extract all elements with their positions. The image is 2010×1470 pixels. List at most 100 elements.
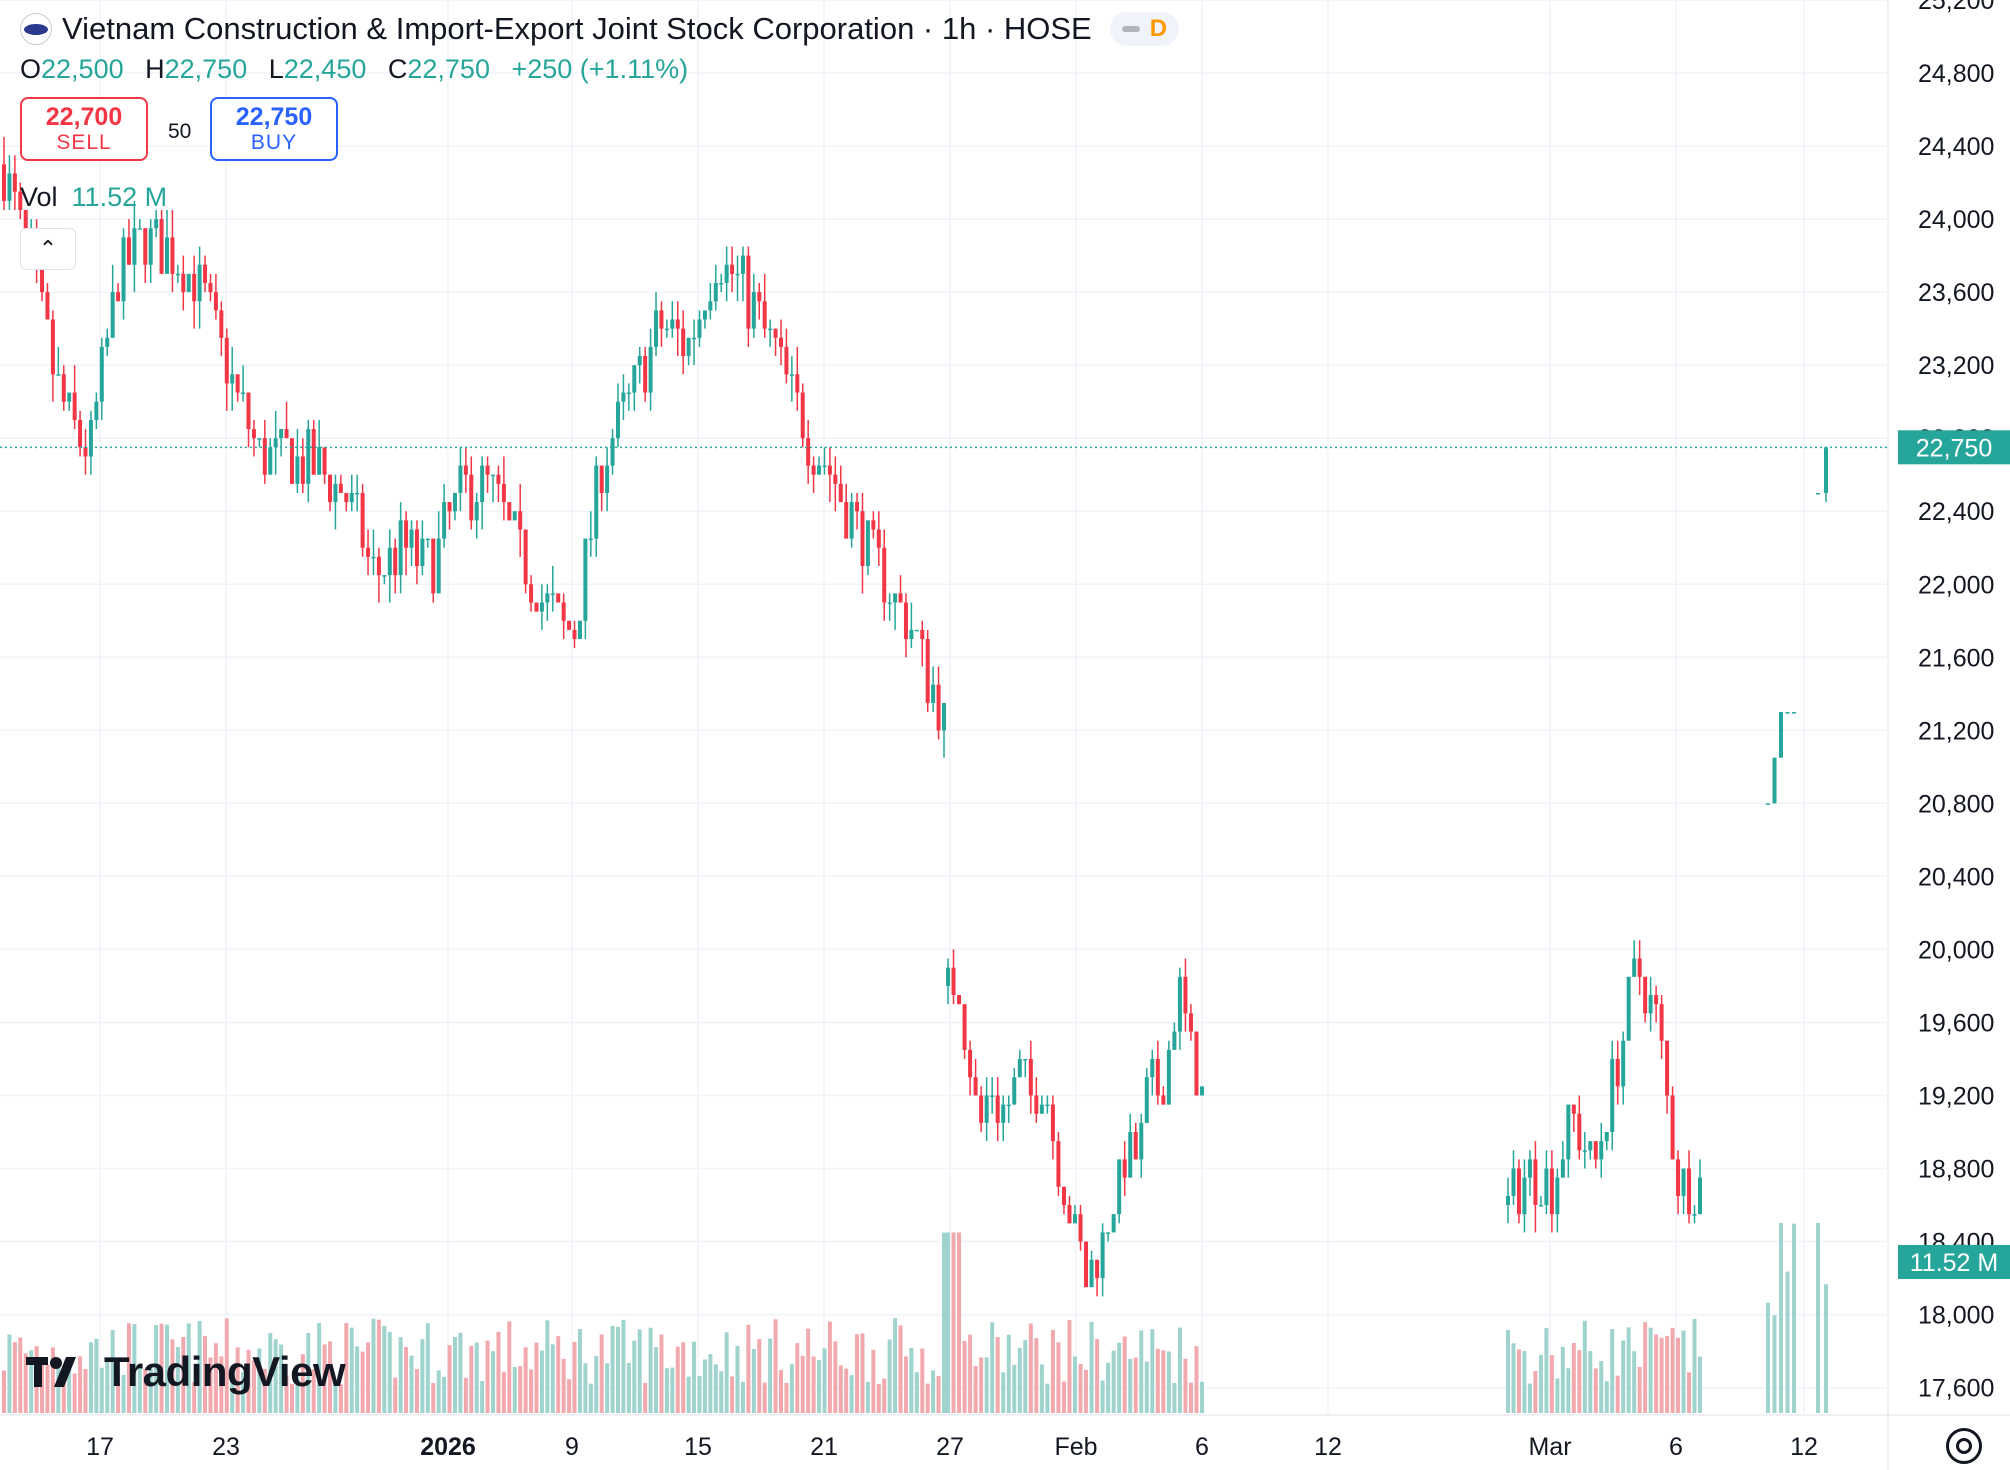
- volume-bar: [643, 1382, 648, 1413]
- volume-bar: [1533, 1371, 1538, 1413]
- candle-body: [116, 292, 121, 302]
- candle-body: [860, 511, 865, 566]
- price-tick-label: 22,000: [1918, 571, 1994, 599]
- volume-bar: [88, 1342, 93, 1413]
- candle-body: [572, 629, 577, 640]
- candle-body: [366, 547, 371, 557]
- time-tick-label: 12: [1790, 1433, 1818, 1461]
- candle-body: [1111, 1214, 1116, 1233]
- price-tick-label: 25,200: [1918, 0, 1994, 15]
- volume-bar: [170, 1339, 175, 1413]
- candle-body: [1166, 1049, 1171, 1105]
- price-tick-label: 21,600: [1918, 644, 1994, 672]
- volume-bar: [588, 1383, 593, 1413]
- volume-bar: [556, 1336, 561, 1413]
- symbol-title[interactable]: Vietnam Construction & Import-Export Joi…: [62, 11, 1092, 46]
- volume-bar: [735, 1345, 740, 1413]
- volume-bar: [425, 1323, 430, 1413]
- volume-bar: [817, 1359, 822, 1413]
- volume-value: 11.52 M: [71, 182, 168, 212]
- volume-bar: [1766, 1302, 1770, 1413]
- chevron-up-icon[interactable]: ⌃: [20, 228, 76, 270]
- volume-bar: [1139, 1330, 1144, 1413]
- volume-bar: [1034, 1338, 1039, 1413]
- candle-body: [1779, 712, 1783, 758]
- candle-body: [208, 283, 213, 293]
- candle-body: [990, 1095, 995, 1097]
- candle-body: [186, 273, 191, 293]
- volume-bar: [962, 1340, 967, 1413]
- volume-bar: [501, 1371, 506, 1413]
- candle-body: [637, 356, 642, 366]
- volume-bar: [860, 1333, 865, 1413]
- volume-bar: [1144, 1361, 1149, 1413]
- volume-bar: [349, 1327, 354, 1413]
- candle-body: [376, 556, 381, 576]
- last-volume-tag: 11.52 M: [1910, 1249, 1998, 1277]
- volume-bar: [496, 1331, 501, 1413]
- volume-bar: [681, 1342, 686, 1413]
- volume-bar: [154, 1325, 159, 1413]
- candle-body: [1766, 803, 1770, 805]
- volume-bar: [148, 1368, 153, 1413]
- close-label: C: [387, 54, 408, 84]
- candle-body: [583, 538, 588, 621]
- candle-body: [458, 465, 463, 493]
- volume-bar: [664, 1368, 669, 1413]
- volume-bar: [876, 1383, 881, 1413]
- buy-button[interactable]: 22,750 BUY: [210, 97, 338, 161]
- volume-bar: [447, 1345, 452, 1413]
- candle-body: [311, 429, 316, 475]
- volume-bar: [1150, 1329, 1155, 1413]
- volume-bar: [724, 1332, 729, 1413]
- candle-body: [702, 310, 707, 320]
- low-label: L: [268, 54, 284, 84]
- volume-bar: [398, 1337, 403, 1413]
- volume-bar: [1637, 1366, 1642, 1413]
- volume-bar: [920, 1348, 925, 1413]
- volume-bar: [382, 1325, 387, 1413]
- price-tick-label: 18,000: [1918, 1302, 1994, 1330]
- price-tick-label: 18,800: [1918, 1156, 1994, 1184]
- volume-bar: [518, 1366, 523, 1413]
- price-axis[interactable]: 17,60018,00018,40018,80019,20019,60020,0…: [1918, 0, 1994, 1403]
- volume-bar: [670, 1367, 675, 1413]
- candle-body: [1194, 1031, 1199, 1096]
- candle-body: [599, 465, 604, 493]
- candle-body: [371, 556, 376, 559]
- sell-button[interactable]: 22,700 SELL: [20, 97, 148, 161]
- volume-bar: [1555, 1378, 1560, 1413]
- time-tick-label: 9: [565, 1433, 579, 1461]
- candle-body: [2, 164, 6, 201]
- volume-bar: [898, 1325, 903, 1413]
- candle-body: [577, 620, 582, 640]
- volume-bar: [235, 1347, 240, 1413]
- candle-body: [719, 283, 724, 285]
- candle-body: [235, 374, 240, 393]
- volume-bar: [561, 1358, 566, 1413]
- candle-body: [1133, 1132, 1138, 1160]
- volume-bar: [1779, 1223, 1783, 1413]
- candle-body: [833, 474, 838, 484]
- candle-body: [561, 602, 566, 621]
- candle-body: [621, 392, 626, 402]
- volume-bar: [903, 1356, 908, 1413]
- volume-bar: [534, 1342, 539, 1413]
- volume-bar: [1017, 1347, 1022, 1413]
- volume-bar: [12, 1342, 17, 1413]
- candle-body: [143, 228, 148, 265]
- time-axis[interactable]: 17 23 2026 9 15 21 27 Feb 6 12 Mar 6 12: [86, 1433, 1818, 1461]
- volume-bar: [1078, 1363, 1083, 1413]
- candle-body: [224, 337, 229, 384]
- market-status-pill[interactable]: D: [1109, 12, 1180, 46]
- volume-bar: [675, 1346, 680, 1413]
- volume-bar: [936, 1375, 941, 1413]
- volume-bar: [311, 1369, 316, 1413]
- chart-settings-icon[interactable]: [1946, 1428, 1982, 1464]
- buy-price: 22,750: [235, 103, 313, 131]
- volume-bar: [637, 1329, 642, 1413]
- volume-bar: [491, 1351, 496, 1413]
- candle-body: [23, 209, 28, 238]
- volume-bar: [768, 1338, 773, 1413]
